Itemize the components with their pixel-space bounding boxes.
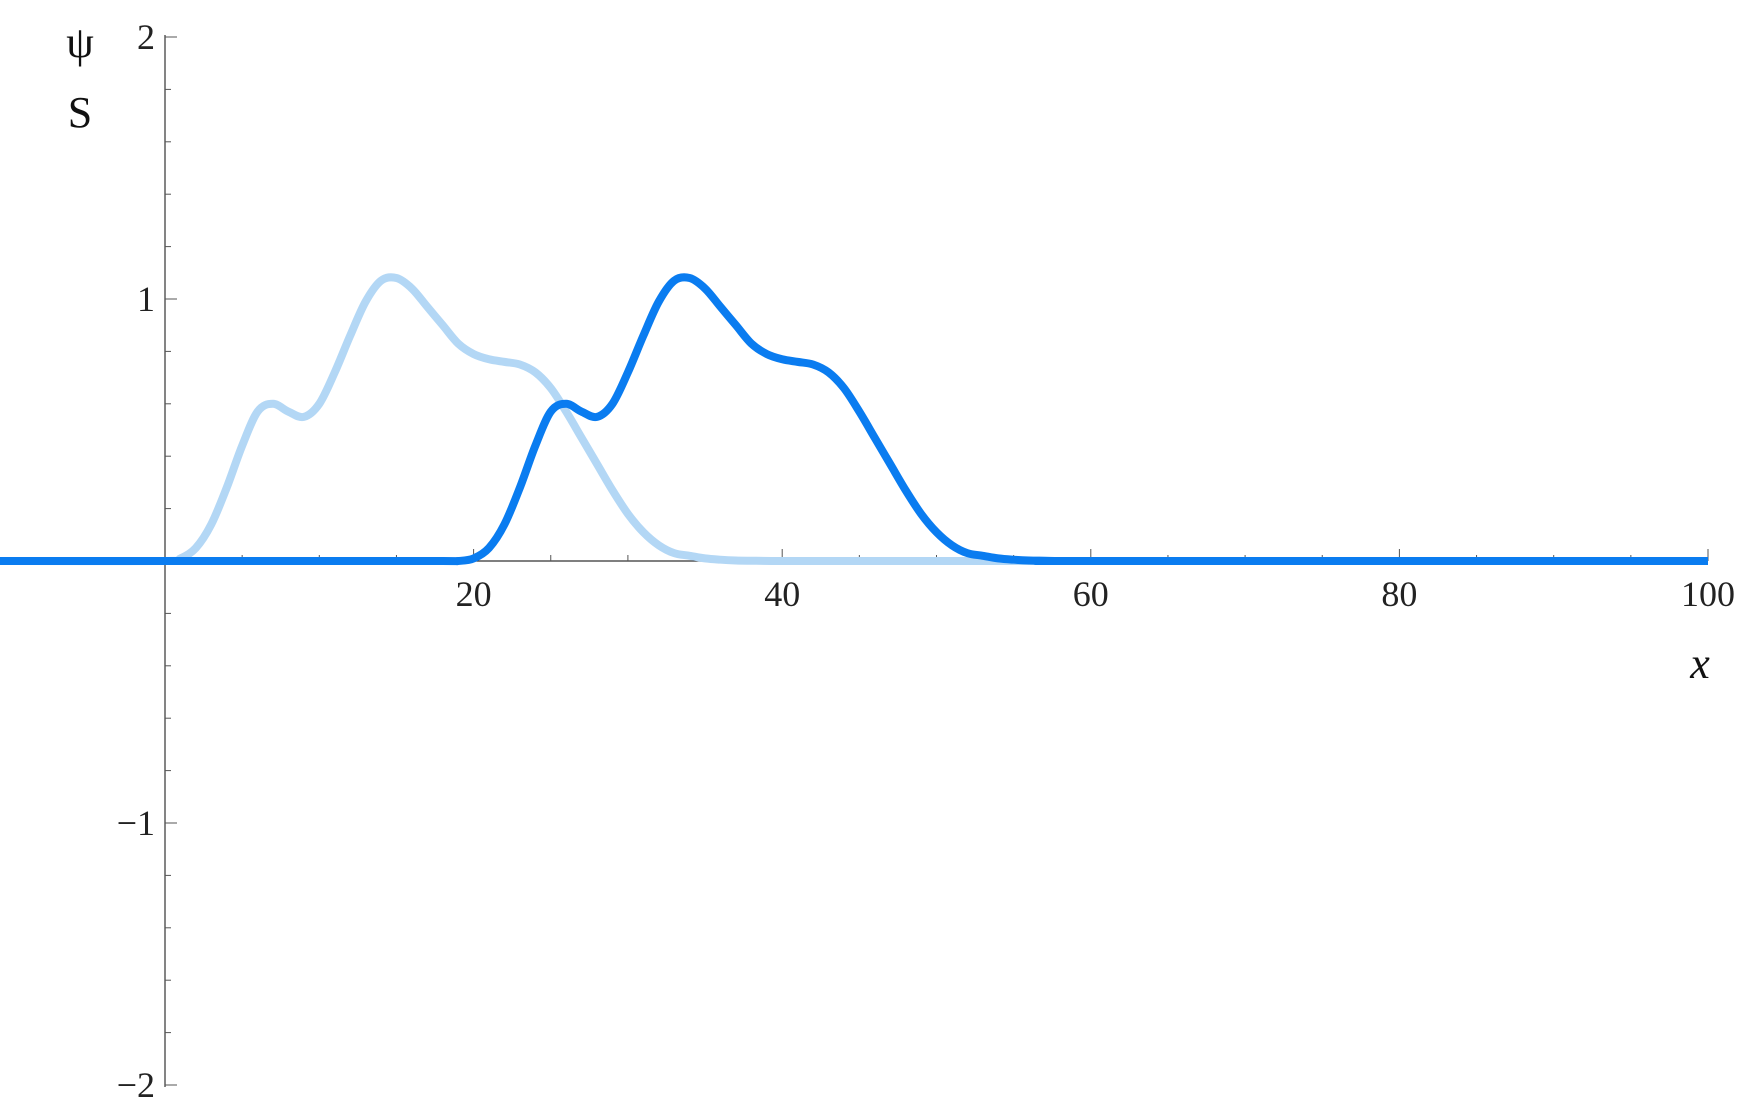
ticks: 20 40 60 80 100 −2 −1 1 2 xyxy=(117,17,1735,1105)
series-layer xyxy=(0,273,1708,566)
series-line-1 xyxy=(10,273,1708,566)
y-axis-label-line-2: S xyxy=(68,88,92,137)
x-tick-label: 20 xyxy=(456,574,492,614)
x-axis-label: x xyxy=(1689,639,1710,688)
x-tick-label: 100 xyxy=(1681,574,1735,614)
x-tick-label: 80 xyxy=(1381,574,1417,614)
y-tick-label: 1 xyxy=(137,279,155,319)
y-axis-label-line-1: ψ xyxy=(66,18,94,67)
y-tick-label: −2 xyxy=(117,1065,155,1105)
series-line-2 xyxy=(0,273,1708,566)
y-tick-label: 2 xyxy=(137,17,155,57)
axis-labels: ψ S x xyxy=(66,18,1710,688)
x-tick-label: 40 xyxy=(764,574,800,614)
y-tick-label: −1 xyxy=(117,803,155,843)
x-tick-label: 60 xyxy=(1073,574,1109,614)
